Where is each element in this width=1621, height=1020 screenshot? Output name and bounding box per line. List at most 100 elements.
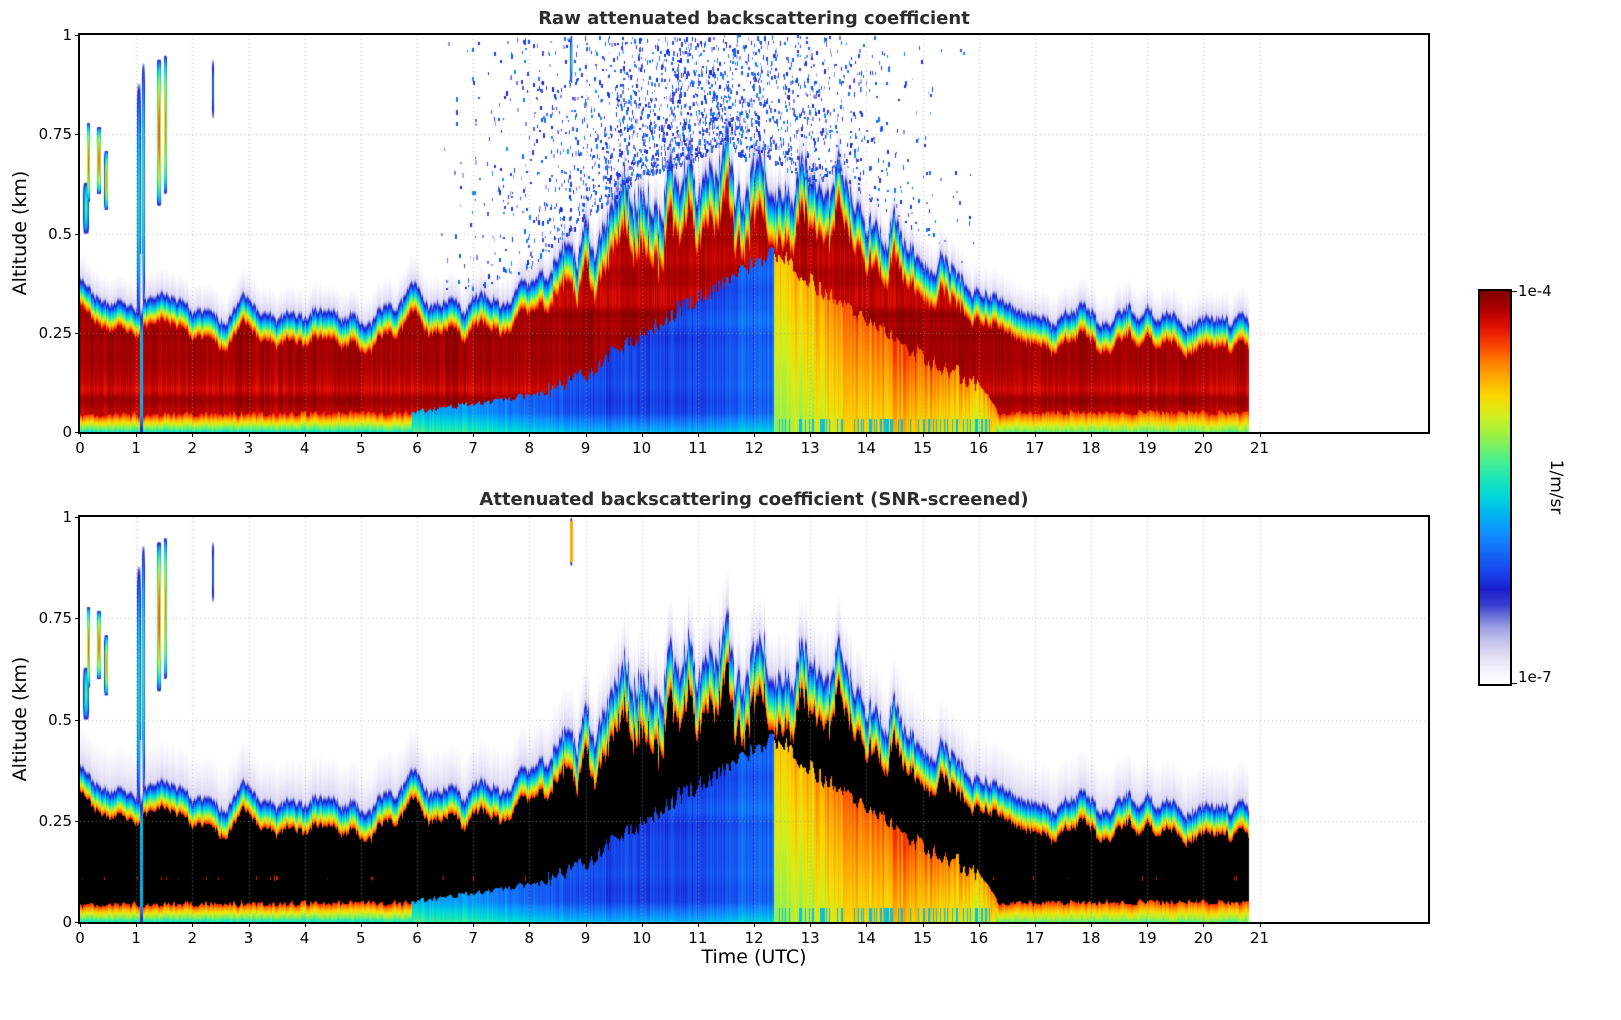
y-tick-mark: [75, 134, 80, 136]
y-tick-label: 0: [62, 423, 72, 441]
x-tick-label: 14: [856, 439, 876, 457]
x-tick-mark: [473, 432, 475, 437]
x-tick-label: 14: [856, 929, 876, 947]
y-tick-mark: [75, 922, 80, 923]
x-tick-mark: [1147, 432, 1149, 437]
x-tick-mark: [248, 922, 250, 927]
y-tick-mark: [75, 233, 80, 235]
x-tick-label: 13: [800, 439, 820, 457]
x-tick-mark: [641, 432, 643, 437]
x-tick-label: 1: [131, 439, 141, 457]
x-tick-mark: [304, 432, 306, 437]
y-tick-label: 0.5: [48, 710, 72, 729]
y-tick-mark: [75, 820, 80, 822]
y-tick-label: 0.25: [38, 323, 72, 342]
x-tick-label: 11: [688, 439, 708, 457]
x-tick-label: 21: [1249, 439, 1270, 457]
x-tick-mark: [1203, 432, 1205, 437]
x-tick-mark: [810, 432, 812, 437]
colorbar-gradient: [1480, 291, 1510, 684]
screened-backscatter-heatmap-canvas: [80, 517, 1428, 922]
x-tick-mark: [1034, 432, 1036, 437]
x-tick-mark: [1259, 432, 1261, 437]
x-tick-mark: [641, 922, 643, 927]
x-tick-label: 4: [299, 439, 310, 457]
x-tick-mark: [192, 432, 194, 437]
x-tick-label: 8: [524, 439, 535, 457]
x-tick-mark: [1203, 922, 1205, 927]
x-tick-mark: [360, 922, 362, 927]
x-tick-mark: [1034, 922, 1036, 927]
x-tick-mark: [866, 432, 868, 437]
x-tick-mark: [136, 432, 138, 437]
x-tick-label: 18: [1081, 439, 1101, 457]
y-tick-label: 1: [62, 26, 72, 44]
x-tick-mark: [697, 922, 699, 927]
x-tick-mark: [978, 922, 980, 927]
y-tick-mark: [75, 432, 80, 433]
x-tick-mark: [585, 922, 587, 927]
y-tick-mark: [75, 618, 80, 620]
x-tick-label: 1: [131, 929, 141, 947]
y-tick-mark: [75, 719, 80, 721]
x-tick-label: 9: [580, 929, 591, 947]
x-tick-label: 5: [356, 929, 366, 947]
x-tick-mark: [136, 922, 138, 927]
y-tick-label: 1: [62, 508, 72, 526]
x-tick-label: 16: [969, 439, 989, 457]
x-tick-mark: [922, 432, 924, 437]
x-tick-label: 10: [632, 439, 652, 457]
y-tick-label: 0.75: [38, 609, 72, 628]
x-tick-label: 0: [75, 439, 85, 457]
x-tick-label: 11: [688, 929, 708, 947]
x-tick-mark: [417, 432, 418, 437]
x-tick-mark: [697, 432, 699, 437]
x-tick-mark: [1091, 922, 1092, 927]
x-tick-label: 19: [1137, 929, 1157, 947]
x-tick-label: 2: [187, 929, 198, 947]
x-tick-mark: [473, 922, 475, 927]
y-tick-label: 0: [62, 913, 72, 931]
x-tick-mark: [417, 922, 418, 927]
raw-backscatter-heatmap-canvas: [80, 35, 1428, 432]
x-tick-label: 17: [1025, 439, 1045, 457]
x-tick-mark: [1147, 922, 1149, 927]
y-tick-label: 0.75: [38, 125, 72, 144]
x-tick-label: 13: [800, 929, 820, 947]
panel2-title: Attenuated backscattering coefficient (S…: [479, 489, 1029, 510]
x-tick-label: 6: [412, 929, 422, 947]
x-tick-mark: [922, 922, 924, 927]
x-tick-label: 17: [1025, 929, 1045, 947]
x-tick-label: 4: [299, 929, 310, 947]
x-tick-label: 3: [243, 929, 254, 947]
x-tick-label: 8: [524, 929, 535, 947]
panel2-plot-area: [78, 515, 1430, 924]
x-tick-label: 3: [243, 439, 254, 457]
panel1-plot-area: [78, 33, 1430, 434]
x-tick-label: 21: [1249, 929, 1270, 947]
x-tick-mark: [1259, 922, 1261, 927]
x-tick-label: 19: [1137, 439, 1157, 457]
x-tick-label: 12: [744, 439, 764, 457]
x-tick-mark: [360, 432, 362, 437]
colorbar-min-tick: [1512, 683, 1517, 684]
panel1-title: Raw attenuated backscattering coefficien…: [538, 8, 970, 29]
colorbar-unit-label: 1/m/sr: [1546, 459, 1566, 515]
x-tick-mark: [866, 922, 868, 927]
x-tick-mark: [248, 432, 250, 437]
x-tick-mark: [585, 432, 587, 437]
x-tick-mark: [80, 432, 81, 437]
x-tick-label: 5: [356, 439, 366, 457]
y-tick-mark: [75, 517, 80, 518]
x-tick-mark: [192, 922, 194, 927]
x-tick-mark: [1091, 432, 1092, 437]
x-tick-label: 18: [1081, 929, 1101, 947]
colorbar-max-label: 1e-4: [1518, 282, 1552, 300]
colorbar: [1478, 289, 1512, 686]
x-tick-label: 6: [412, 439, 422, 457]
x-tick-mark: [529, 922, 531, 927]
x-tick-mark: [304, 922, 306, 927]
y-tick-mark: [75, 35, 80, 36]
y-tick-mark: [75, 332, 80, 334]
